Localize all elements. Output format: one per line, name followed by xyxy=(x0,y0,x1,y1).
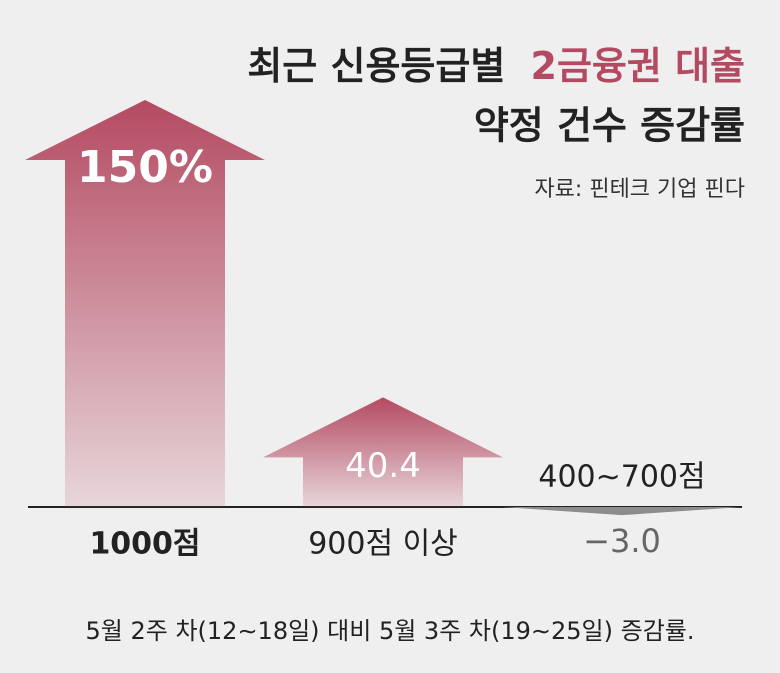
value-label: 40.4 xyxy=(345,446,421,486)
title-highlight: 2금융권 대출 xyxy=(531,44,745,88)
arrow-bar xyxy=(502,507,742,516)
chart-title: 약정 건수 증감률 xyxy=(474,104,745,148)
category-label: 400∼700점 xyxy=(538,460,705,495)
value-label: 150% xyxy=(77,142,213,193)
category-label: 900점 이상 xyxy=(308,527,458,562)
value-label: −3.0 xyxy=(583,522,661,560)
arrow-bar xyxy=(25,100,265,507)
category-label: 1000점 xyxy=(89,527,200,562)
chart-title: 최근 신용등급별 2금융권 대출 xyxy=(247,44,745,88)
source: 자료: 핀테크 기업 핀다 xyxy=(534,177,745,202)
arrow-bar xyxy=(263,397,503,507)
title-part: 최근 신용등급별 xyxy=(247,44,505,88)
footnote: 5월 2주 차(12∼18일) 대비 5월 3주 차(19∼25일) 증감률. xyxy=(86,617,695,645)
